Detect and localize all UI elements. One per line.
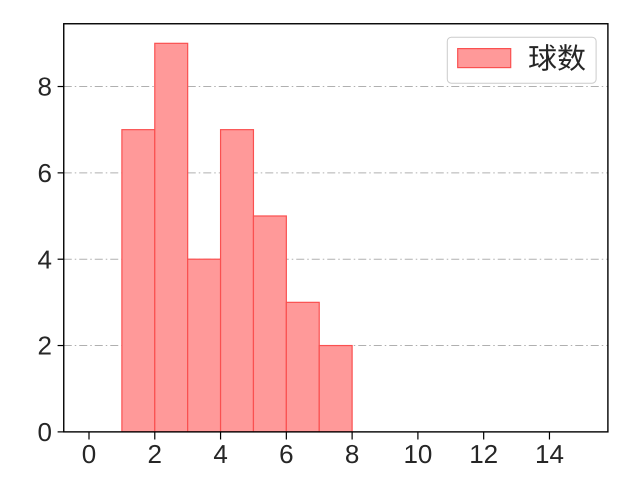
svg-text:0: 0	[82, 439, 96, 469]
svg-text:球数: 球数	[528, 44, 586, 76]
svg-text:2: 2	[38, 331, 52, 361]
svg-text:4: 4	[213, 439, 227, 469]
svg-text:4: 4	[38, 244, 52, 274]
svg-text:14: 14	[535, 439, 564, 469]
svg-text:2: 2	[148, 439, 162, 469]
svg-text:6: 6	[38, 158, 52, 188]
svg-text:6: 6	[279, 439, 293, 469]
svg-text:0: 0	[38, 417, 52, 447]
svg-text:12: 12	[469, 439, 498, 469]
svg-text:8: 8	[345, 439, 359, 469]
svg-text:10: 10	[403, 439, 432, 469]
svg-text:8: 8	[38, 72, 52, 102]
